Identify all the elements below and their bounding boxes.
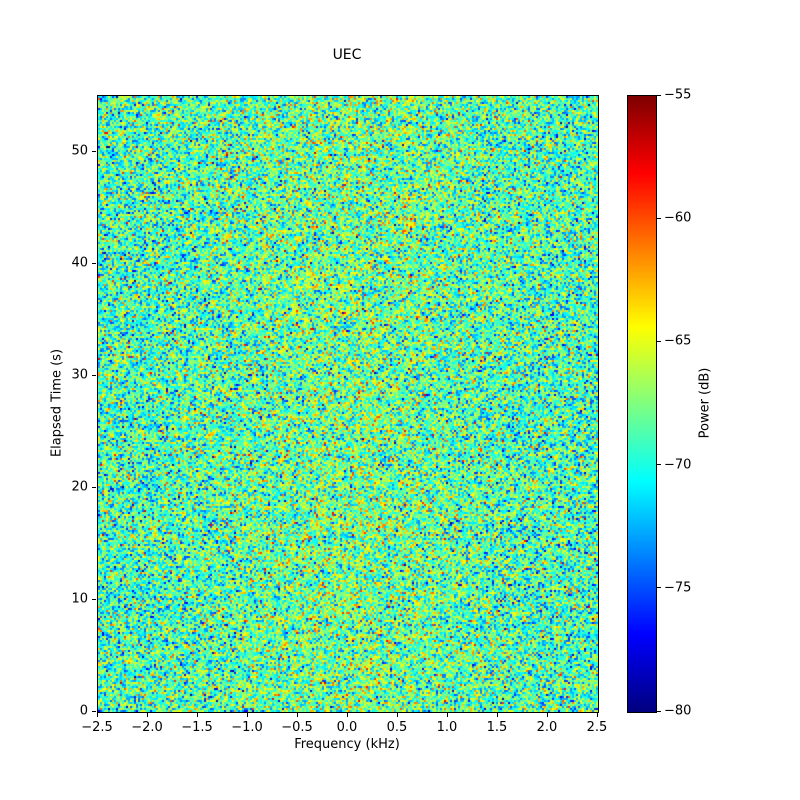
colorbar-tick-mark <box>657 340 661 342</box>
y-tick-label: 20 <box>71 479 88 495</box>
x-tick-mark <box>546 713 548 717</box>
x-tick-mark <box>496 713 498 717</box>
y-tick-mark <box>92 598 96 600</box>
y-tick-label: 40 <box>71 255 88 271</box>
x-tick-mark <box>296 713 298 717</box>
x-tick-mark <box>246 713 248 717</box>
x-tick-label: 0.0 <box>336 720 358 735</box>
y-tick-mark <box>92 486 96 488</box>
x-tick-label: −1.5 <box>181 720 213 735</box>
x-tick-label: −2.0 <box>131 720 163 735</box>
colorbar-tick-label: −65 <box>664 333 692 349</box>
colorbar-gradient <box>628 96 656 712</box>
colorbar-tick-label: −55 <box>664 87 692 103</box>
y-tick-mark <box>92 710 96 712</box>
colorbar-tick-label: −60 <box>664 210 692 226</box>
colorbar-tick-label: −75 <box>664 580 692 596</box>
x-tick-label: −2.5 <box>81 720 113 735</box>
x-tick-label: 0.5 <box>386 720 408 735</box>
y-tick-label: 30 <box>71 367 88 383</box>
colorbar-label: Power (dB) <box>697 367 713 439</box>
colorbar-tick-mark <box>657 217 661 219</box>
x-tick-mark <box>146 713 148 717</box>
x-tick-label: 1.0 <box>436 720 458 735</box>
x-tick-label: 2.5 <box>586 720 608 735</box>
x-tick-mark <box>596 713 598 717</box>
y-tick-mark <box>92 374 96 376</box>
y-axis-label: Elapsed Time (s) <box>49 348 65 458</box>
spectrogram-plot-area <box>97 95 599 713</box>
y-tick-label: 0 <box>79 703 88 719</box>
y-tick-label: 10 <box>71 591 88 607</box>
x-tick-mark <box>446 713 448 717</box>
colorbar-tick-mark <box>657 464 661 466</box>
x-axis-label: Frequency (kHz) <box>294 737 400 752</box>
x-tick-label: 1.5 <box>486 720 508 735</box>
x-tick-mark <box>396 713 398 717</box>
y-tick-mark <box>92 262 96 264</box>
x-tick-label: −1.0 <box>231 720 263 735</box>
x-tick-label: −0.5 <box>281 720 313 735</box>
x-tick-mark <box>346 713 348 717</box>
colorbar-tick-label: −70 <box>664 457 692 473</box>
colorbar <box>627 95 657 713</box>
y-tick-label: 50 <box>71 143 88 159</box>
x-tick-mark <box>96 713 98 717</box>
plot-title: UEC <box>332 47 362 63</box>
colorbar-tick-mark <box>657 710 661 712</box>
colorbar-tick-mark <box>657 587 661 589</box>
y-tick-mark <box>92 150 96 152</box>
x-tick-label: 2.0 <box>536 720 558 735</box>
x-tick-mark <box>196 713 198 717</box>
colorbar-tick-mark <box>657 94 661 96</box>
colorbar-tick-label: −80 <box>664 703 692 719</box>
spectrogram-canvas <box>98 96 598 712</box>
